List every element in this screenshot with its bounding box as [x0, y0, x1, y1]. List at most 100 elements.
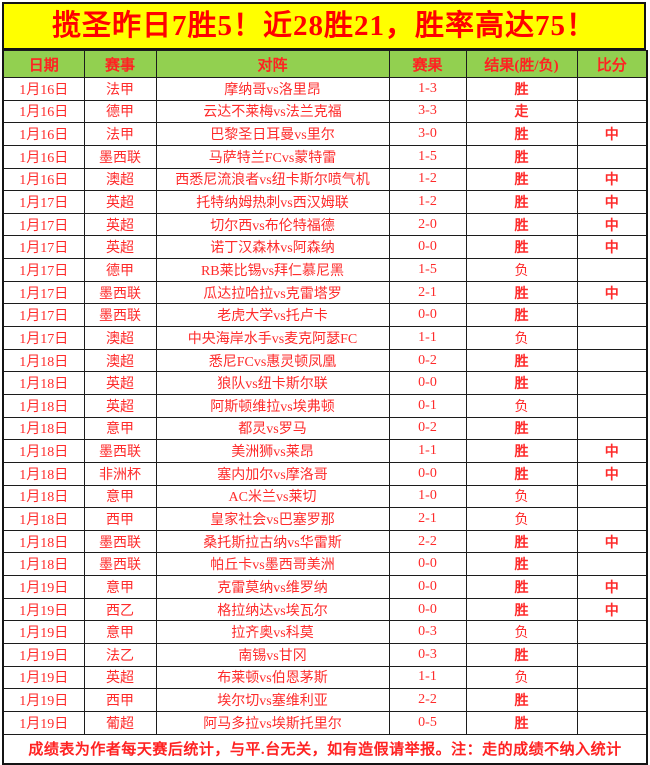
date-cell: 1月17日 — [2, 190, 85, 214]
date-cell: 1月16日 — [2, 77, 85, 101]
hit-cell: 中 — [576, 575, 648, 599]
score-cell: 0-0 — [388, 461, 467, 486]
hit-cell: 中 — [576, 167, 648, 192]
score-cell: 0-0 — [388, 371, 467, 395]
match-cell: 切尔西vs布伦特福德 — [155, 212, 390, 237]
score-cell: 0-0 — [388, 597, 467, 622]
match-cell: 埃尔切vs塞维利亚 — [155, 688, 390, 712]
date-cell: 1月18日 — [2, 393, 85, 418]
league-cell: 西乙 — [83, 597, 157, 622]
column-header-match: 对阵 — [155, 50, 390, 78]
disclaimer-note: 成绩表为作者每天赛后统计，与平.台无关，如有造假请举报。注：走的成绩不纳入统计 — [2, 733, 648, 765]
score-cell: 0-0 — [388, 552, 467, 577]
table-row: 1月17日 英超 托特纳姆热刺vs西汉姆联 1-2 胜 中 — [2, 190, 648, 214]
result-cell: 胜 — [465, 575, 578, 599]
league-cell: 德甲 — [83, 258, 157, 282]
result-cell: 胜 — [465, 212, 578, 237]
match-cell: 狼队vs纽卡斯尔联 — [155, 371, 390, 395]
result-cell: 胜 — [465, 280, 578, 305]
score-cell: 1-2 — [388, 167, 467, 192]
score-cell: 1-5 — [388, 144, 467, 169]
hit-cell — [576, 393, 648, 418]
table-row: 1月16日 德甲 云达不莱梅vs法兰克福 3-3 走 — [2, 99, 648, 124]
score-cell: 1-0 — [388, 484, 467, 509]
league-cell: 澳超 — [83, 167, 157, 192]
result-cell: 负 — [465, 393, 578, 418]
result-cell: 胜 — [465, 461, 578, 486]
table-row: 1月16日 法甲 摩纳哥vs洛里昂 1-3 胜 — [2, 77, 648, 101]
table-row: 1月17日 英超 切尔西vs布伦特福德 2-0 胜 中 — [2, 212, 648, 237]
table-row: 1月17日 英超 诺丁汉森林vs阿森纳 0-0 胜 中 — [2, 235, 648, 260]
hit-cell: 中 — [576, 235, 648, 260]
hit-cell — [576, 688, 648, 712]
match-cell: 托特纳姆热刺vs西汉姆联 — [155, 190, 390, 214]
table-row: 1月18日 澳超 悉尼FCvs惠灵顿凤凰 0-2 胜 — [2, 348, 648, 373]
date-cell: 1月16日 — [2, 144, 85, 169]
table-row: 1月17日 澳超 中央海岸水手vs麦克阿瑟FC 1-1 负 — [2, 326, 648, 350]
result-cell: 负 — [465, 326, 578, 350]
hit-cell — [576, 643, 648, 667]
score-cell: 0-2 — [388, 416, 467, 441]
result-cell: 胜 — [465, 348, 578, 373]
date-cell: 1月18日 — [2, 507, 85, 531]
column-header-result: 结果(胜/负) — [465, 50, 578, 78]
table-row: 1月18日 非洲杯 塞内加尔vs摩洛哥 0-0 胜 中 — [2, 461, 648, 486]
hit-cell: 中 — [576, 280, 648, 305]
date-cell: 1月17日 — [2, 212, 85, 237]
match-cell: 塞内加尔vs摩洛哥 — [155, 461, 390, 486]
hit-cell — [576, 77, 648, 101]
date-cell: 1月18日 — [2, 416, 85, 441]
league-cell: 墨西联 — [83, 280, 157, 305]
league-cell: 墨西联 — [83, 529, 157, 554]
match-cell: 云达不莱梅vs法兰克福 — [155, 99, 390, 124]
league-cell: 墨西联 — [83, 552, 157, 577]
score-cell: 2-2 — [388, 688, 467, 712]
league-cell: 法甲 — [83, 77, 157, 101]
result-cell: 胜 — [465, 167, 578, 192]
match-cell: 克雷莫纳vs维罗纳 — [155, 575, 390, 599]
table-row: 1月16日 法甲 巴黎圣日耳曼vs里尔 3-0 胜 中 — [2, 122, 648, 146]
date-cell: 1月18日 — [2, 484, 85, 509]
hit-cell: 中 — [576, 461, 648, 486]
table-row: 1月19日 葡超 阿马多拉vs埃斯托里尔 0-5 胜 — [2, 710, 648, 735]
table-row: 1月19日 西甲 埃尔切vs塞维利亚 2-2 胜 — [2, 688, 648, 712]
hit-cell — [576, 144, 648, 169]
hit-cell: 中 — [576, 212, 648, 237]
league-cell: 德甲 — [83, 99, 157, 124]
league-cell: 英超 — [83, 665, 157, 690]
league-cell: 墨西联 — [83, 144, 157, 169]
result-cell: 负 — [465, 665, 578, 690]
league-cell: 非洲杯 — [83, 461, 157, 486]
score-cell: 0-3 — [388, 643, 467, 667]
match-cell: 都灵vs罗马 — [155, 416, 390, 441]
score-cell: 1-2 — [388, 190, 467, 214]
column-header-date: 日期 — [2, 50, 85, 78]
match-cell: 中央海岸水手vs麦克阿瑟FC — [155, 326, 390, 350]
column-header-score: 赛果 — [388, 50, 467, 78]
hit-cell: 中 — [576, 190, 648, 214]
hit-cell — [576, 416, 648, 441]
date-cell: 1月19日 — [2, 665, 85, 690]
date-cell: 1月18日 — [2, 371, 85, 395]
result-cell: 胜 — [465, 710, 578, 735]
league-cell: 英超 — [83, 393, 157, 418]
result-cell: 胜 — [465, 371, 578, 395]
league-cell: 英超 — [83, 371, 157, 395]
score-cell: 0-3 — [388, 620, 467, 645]
score-cell: 0-0 — [388, 303, 467, 328]
date-cell: 1月19日 — [2, 620, 85, 645]
result-cell: 胜 — [465, 643, 578, 667]
table-row: 1月18日 墨西联 美洲狮vs莱昂 1-1 胜 中 — [2, 439, 648, 463]
match-cell: 美洲狮vs莱昂 — [155, 439, 390, 463]
table-row: 1月19日 法乙 南锡vs甘冈 0-3 胜 — [2, 643, 648, 667]
match-cell: 拉齐奥vs科莫 — [155, 620, 390, 645]
result-cell: 胜 — [465, 439, 578, 463]
date-cell: 1月19日 — [2, 710, 85, 735]
league-cell: 西甲 — [83, 688, 157, 712]
hit-cell — [576, 665, 648, 690]
score-cell: 1-1 — [388, 326, 467, 350]
table-row: 1月18日 墨西联 桑托斯拉古纳vs华雷斯 2-2 胜 中 — [2, 529, 648, 554]
match-cell: 格拉纳达vs埃瓦尔 — [155, 597, 390, 622]
score-cell: 2-1 — [388, 280, 467, 305]
